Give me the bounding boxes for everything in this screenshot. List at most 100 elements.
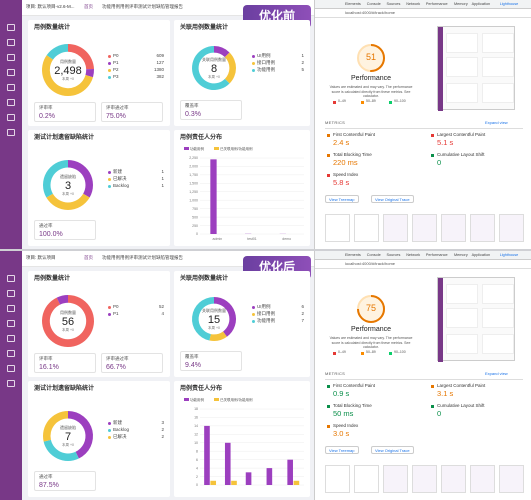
nav-tab[interactable]: 用例评审 (120, 255, 138, 260)
nav-icon[interactable] (7, 99, 15, 106)
legend-name: 接口用例 (257, 311, 275, 316)
legend-name: 已解决 (113, 176, 127, 181)
screenshot-card (446, 83, 478, 103)
devtools-tab[interactable]: Application (471, 253, 491, 257)
nav-icon[interactable] (7, 275, 15, 282)
devtools-tab[interactable]: Console (366, 2, 381, 6)
screenshot-card (482, 334, 514, 354)
nav-tab[interactable]: 报告 (174, 255, 183, 260)
rate-label: 覆盖率 (185, 103, 199, 108)
devtools-tab[interactable]: Lighthouse (499, 2, 519, 6)
devtools-tab[interactable]: Memory (454, 253, 468, 257)
legend-dot (108, 178, 111, 181)
nav-icon[interactable] (7, 350, 15, 357)
divider (325, 128, 523, 129)
nav-tab[interactable]: 测试计划 (138, 255, 156, 260)
x-tick-label: demo (282, 237, 291, 241)
donut-segment (192, 46, 230, 90)
bar (210, 159, 217, 234)
filmstrip-frame (383, 214, 408, 242)
nav-icon[interactable] (7, 335, 15, 342)
card-title: 关联用例数量统计 (180, 25, 229, 31)
devtools-tab[interactable]: Performance (425, 253, 448, 257)
lighthouse-button[interactable]: View Original Trace (371, 446, 414, 454)
devtools-tab[interactable]: Console (366, 253, 381, 257)
devtools-tab[interactable]: Elements (345, 2, 361, 6)
nav-icon[interactable] (7, 84, 15, 91)
filmstrip-frame (499, 465, 524, 493)
nav-icon[interactable] (7, 305, 15, 312)
donut-segment (43, 160, 68, 198)
nav-tab[interactable]: 功能用例 (102, 255, 120, 260)
y-tick-label: 6 (196, 458, 198, 462)
bar (210, 480, 217, 485)
nav-tab[interactable]: 测试计划 (138, 4, 156, 9)
screenshot-card (446, 33, 478, 53)
legend-dot (108, 62, 111, 65)
devtools-tab[interactable]: Application (471, 2, 491, 6)
nav-icon[interactable] (7, 380, 15, 387)
nav-tab[interactable]: 用例评审 (120, 4, 138, 9)
url-bar (315, 260, 531, 269)
donut-segment (191, 297, 214, 341)
nav-icon[interactable] (7, 365, 15, 372)
lighthouse-button[interactable]: View Original Trace (371, 195, 414, 203)
donut-center-value: 56 (61, 316, 75, 328)
graphic (191, 297, 236, 341)
y-tick-label: 14 (194, 424, 198, 428)
donut-center-note: 本周 +0 (62, 442, 74, 447)
devtools-tab[interactable]: Sources (386, 2, 401, 6)
nav-tab[interactable]: 功能用例 (102, 4, 120, 9)
devtools-tab[interactable]: Elements (345, 253, 361, 257)
metric-name: First Contentful Paint (333, 132, 376, 137)
expand-view[interactable]: Expand view (485, 120, 508, 125)
nav-icon[interactable] (7, 39, 15, 46)
card-title: 关联用例数量统计 (180, 276, 229, 282)
nav-icon[interactable] (7, 54, 15, 61)
rate-label: 评审率 (39, 356, 53, 361)
filmstrip-frame (325, 214, 350, 242)
legend-dot (108, 69, 111, 72)
card: 用例责任人分布 功能用例 已关联用例/功能用例 0 2 4 6 8 10 12 14 16 18 (174, 381, 310, 497)
devtools-tab[interactable]: Network (406, 253, 421, 257)
nav-icon[interactable] (7, 69, 15, 76)
expand-view[interactable]: Expand view (485, 371, 508, 376)
nav-tab[interactable]: 首页 (84, 4, 93, 9)
screenshot-sidebar (438, 27, 443, 111)
nav-icon[interactable] (7, 290, 15, 297)
nav-tab[interactable]: 报告 (174, 4, 183, 9)
graphic: 功能用例 已关联用例/功能用例 0 250 500 750 1,000 1,250 1,500 1… (184, 146, 304, 241)
donut-center-value: 2,498 (54, 65, 82, 77)
screenshot-card (446, 308, 478, 328)
card: 用例数量统计 用例数量 56 本周 +0 P0 52 P1 4 评审率 16.1% 评审通过率 66.… (28, 271, 170, 377)
metrics-title: METRICS (325, 371, 346, 376)
metric-name: Total Blocking Time (333, 403, 372, 408)
nav-tab[interactable]: 缺陷管理 (156, 255, 174, 260)
lighthouse-button[interactable]: View Treemap (325, 446, 359, 454)
legend-dot (108, 436, 111, 439)
lighthouse-button[interactable]: View Treemap (325, 195, 359, 203)
lighthouse-panel: Elements Console Sources Network Performance… (314, 251, 531, 500)
devtools-tab[interactable]: Memory (454, 2, 468, 6)
devtools-tab[interactable]: Network (406, 2, 421, 6)
metric-indicator (431, 385, 434, 388)
nav-icon[interactable] (7, 320, 15, 327)
nav-tab[interactable]: 缺陷管理 (156, 4, 174, 9)
nav-icon[interactable] (7, 129, 15, 136)
devtools-tab[interactable]: Performance (425, 2, 448, 6)
screenshot-half: 项目: 默认项目 首页 功能用例 用例评审 测试计划 缺陷管理 报告 优化后 用例数量统计 用例数… (0, 251, 531, 500)
metric-name: First Contentful Paint (333, 383, 376, 388)
graphic (357, 44, 385, 72)
nav-icon[interactable] (7, 114, 15, 121)
bar (287, 459, 293, 485)
y-tick-label: 0 (196, 483, 198, 487)
nav-tab[interactable]: 首页 (84, 255, 93, 260)
devtools-tab[interactable]: Sources (386, 253, 401, 257)
card: 测试计划遗留缺陷统计 遗留缺陷 7 本周 +0 新建 3 Backlog 2 已解决 2 通过率 87… (28, 381, 170, 497)
devtools-tab[interactable]: Lighthouse (499, 253, 519, 257)
score-label: Performance (350, 75, 392, 82)
y-tick-label: 2,000 (189, 165, 198, 169)
screenshot-card (482, 308, 514, 328)
nav-icon[interactable] (7, 24, 15, 31)
rate-box: 评审通过率 75.0% (101, 102, 163, 122)
